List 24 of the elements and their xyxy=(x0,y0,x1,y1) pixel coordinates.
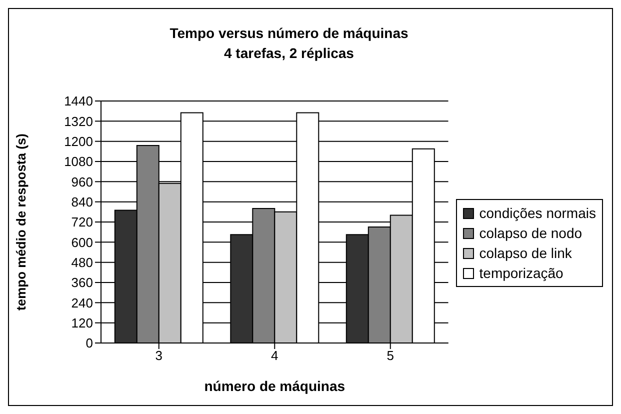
y-tick-label: 120 xyxy=(71,315,93,330)
y-tick-label: 960 xyxy=(71,174,93,190)
chart-subtitle: 4 tarefas, 2 réplicas xyxy=(223,44,355,63)
chart-title: Tempo versus número de máquinas xyxy=(168,24,410,43)
x-axis-title: número de máquinas xyxy=(204,378,346,394)
y-tick-label: 240 xyxy=(71,295,93,310)
y-tick-label: 1440 xyxy=(64,94,93,109)
y-tick-label: 360 xyxy=(71,275,93,290)
legend-label: colapso de link xyxy=(479,245,572,261)
y-tick-label: 480 xyxy=(71,254,93,270)
legend-label: temporização xyxy=(479,265,564,281)
y-tick-label: 1080 xyxy=(64,154,93,170)
x-tick-label: 5 xyxy=(386,348,394,364)
y-tick-label: 600 xyxy=(71,234,93,250)
x-tick-label: 4 xyxy=(271,348,278,364)
legend-label: condições normais xyxy=(479,205,596,221)
y-tick-label: 840 xyxy=(71,194,93,210)
y-axis-title: tempo médio de resposta (s) xyxy=(14,134,29,310)
y-tick-label: 0 xyxy=(86,336,93,351)
y-tick-label: 720 xyxy=(71,214,93,230)
legend-label: colapso de nodo xyxy=(479,225,582,241)
y-tick-label: 1200 xyxy=(64,134,93,149)
x-tick-label: 3 xyxy=(155,348,162,364)
y-tick-label: 1320 xyxy=(64,114,93,129)
